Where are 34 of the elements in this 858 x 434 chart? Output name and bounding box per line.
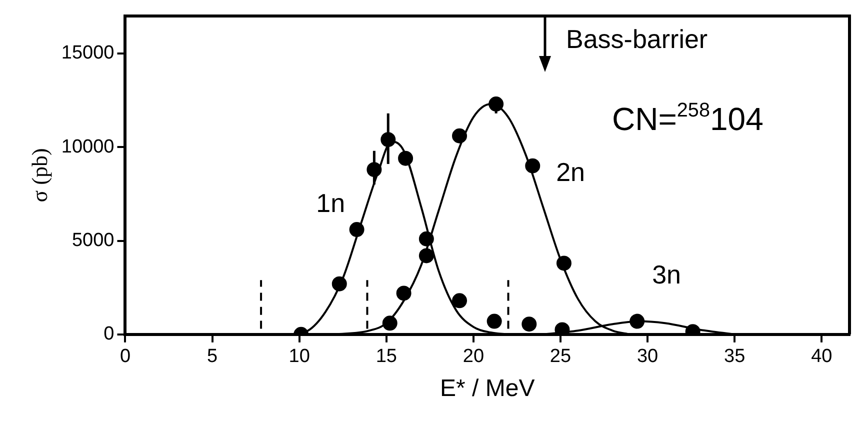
point (630, 314, 645, 329)
x-tick-label: 5 (206, 346, 218, 368)
annotation: Bass-barrier (566, 24, 708, 54)
point (418, 248, 434, 264)
point (332, 276, 347, 292)
series-label: 2n (556, 157, 585, 188)
x-tick-label: 0 (120, 346, 131, 368)
x-tick-label: 10 (288, 346, 310, 368)
series-label: 1n (316, 188, 346, 218)
point (522, 316, 537, 332)
point (525, 158, 540, 174)
point (396, 286, 412, 301)
point (554, 322, 570, 334)
point (418, 231, 434, 246)
point (556, 256, 572, 271)
x-tick-label: 25 (550, 346, 572, 368)
point (452, 128, 468, 144)
y-tick-label: 15000 (61, 42, 114, 64)
x-tick-label: 30 (636, 346, 658, 368)
y-tick-label: 10000 (61, 136, 114, 158)
point (349, 222, 364, 238)
x-tick-label: 40 (811, 346, 832, 368)
x-tick-label: 20 (462, 346, 484, 368)
y-tick-label: 5000 (72, 230, 114, 251)
point (398, 150, 414, 166)
point (382, 316, 398, 331)
point (486, 314, 502, 329)
x-axis-title: E* / MeV (440, 375, 535, 402)
y-tick-label: 0 (104, 324, 114, 345)
series-label: 3n (652, 259, 682, 290)
y-axis-title: σ (pb) (26, 148, 52, 202)
x-tick-label: 35 (724, 346, 746, 368)
point (452, 293, 468, 308)
x-tick-label: 15 (376, 346, 397, 368)
